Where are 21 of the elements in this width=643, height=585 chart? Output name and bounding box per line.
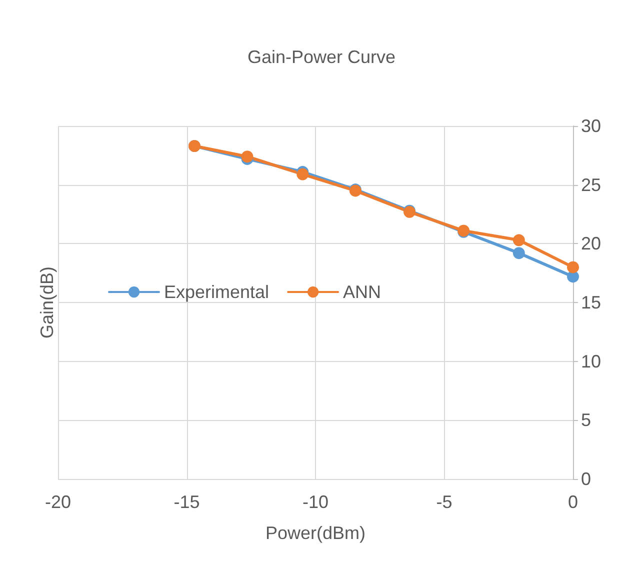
y-tick-label: 30 [581, 116, 602, 136]
point [512, 247, 525, 260]
x-axis-title: Power(dBm) [265, 523, 366, 543]
point [512, 234, 525, 246]
y-tick-label: 25 [581, 174, 602, 195]
y-tick-label: 20 [581, 234, 602, 254]
y-axis-title: Gain(dB) [37, 266, 57, 339]
y-tick-label: 15 [581, 292, 602, 312]
x-tick-label: -5 [436, 492, 452, 512]
x-tick-label: 0 [568, 492, 578, 512]
legend-label: Experimental [164, 282, 270, 302]
y-tick-label: 0 [581, 469, 592, 489]
chart-title: Gain-Power Curve [247, 47, 396, 67]
point [296, 168, 309, 180]
x-tick-label: -10 [302, 492, 329, 512]
point [567, 261, 579, 274]
y-tick-label: 10 [581, 351, 602, 372]
x-tick-label: -20 [44, 492, 72, 512]
legend-label: ANN [343, 282, 382, 302]
y-tick-label: 5 [581, 410, 592, 430]
x-tick-label: -15 [174, 492, 200, 512]
